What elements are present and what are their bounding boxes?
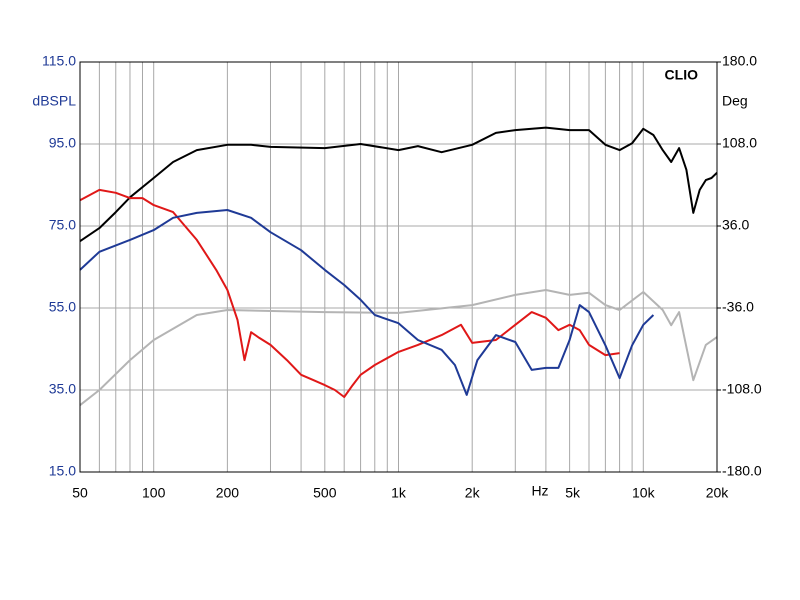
x-tick-label: 1k bbox=[391, 485, 407, 501]
y-tick-label: 115.0 bbox=[42, 53, 76, 69]
y2-tick-label: 108.0 bbox=[722, 135, 757, 151]
y-tick-label: 95.0 bbox=[49, 135, 76, 151]
y2-tick-label: 180.0 bbox=[722, 53, 757, 69]
y-tick-label: 35.0 bbox=[49, 381, 76, 397]
x-tick-label: 50 bbox=[72, 485, 88, 501]
x-tick-label: 2k bbox=[465, 485, 481, 501]
brand: CLIO bbox=[665, 67, 699, 83]
x-tick-label: 200 bbox=[216, 485, 240, 501]
x-tick-label: 20k bbox=[706, 485, 730, 501]
y-tick-label: 15.0 bbox=[49, 463, 76, 479]
response-line bbox=[79, 209, 655, 396]
x-tick-label: 100 bbox=[142, 485, 166, 501]
x-tick-label: 500 bbox=[313, 485, 337, 501]
x-axis-label: Hz bbox=[531, 483, 548, 499]
y2-tick-label: -180.0 bbox=[722, 463, 762, 479]
y2-tick-label: -108.0 bbox=[722, 381, 762, 397]
y-axis-label: dBSPL bbox=[32, 93, 76, 109]
y2-tick-label: -36.0 bbox=[722, 299, 754, 315]
response-line bbox=[79, 126, 718, 243]
x-tick-label: 10k bbox=[632, 485, 656, 501]
y2-axis-label: Deg bbox=[722, 93, 748, 109]
x-tick-label: 5k bbox=[565, 485, 581, 501]
response-line bbox=[79, 188, 620, 398]
plot-border bbox=[79, 61, 718, 473]
response-line bbox=[79, 289, 718, 406]
y2-tick-label: 36.0 bbox=[722, 217, 749, 233]
y-tick-label: 55.0 bbox=[49, 299, 76, 315]
y-tick-label: 75.0 bbox=[49, 217, 76, 233]
